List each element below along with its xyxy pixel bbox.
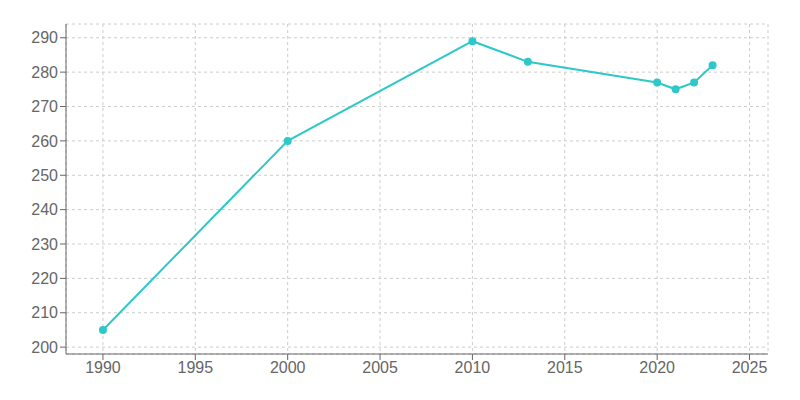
svg-text:1995: 1995 — [178, 359, 214, 376]
svg-text:220: 220 — [31, 270, 58, 287]
svg-text:260: 260 — [31, 133, 58, 150]
svg-text:200: 200 — [31, 339, 58, 356]
svg-text:240: 240 — [31, 201, 58, 218]
svg-text:2010: 2010 — [455, 359, 491, 376]
svg-text:1990: 1990 — [85, 359, 121, 376]
svg-text:2025: 2025 — [732, 359, 768, 376]
svg-text:250: 250 — [31, 167, 58, 184]
svg-text:2020: 2020 — [639, 359, 675, 376]
svg-text:290: 290 — [31, 29, 58, 46]
svg-text:2005: 2005 — [362, 359, 398, 376]
svg-text:280: 280 — [31, 64, 58, 81]
svg-text:230: 230 — [31, 236, 58, 253]
svg-text:2000: 2000 — [270, 359, 306, 376]
svg-text:210: 210 — [31, 304, 58, 321]
svg-text:2015: 2015 — [547, 359, 583, 376]
svg-text:270: 270 — [31, 98, 58, 115]
